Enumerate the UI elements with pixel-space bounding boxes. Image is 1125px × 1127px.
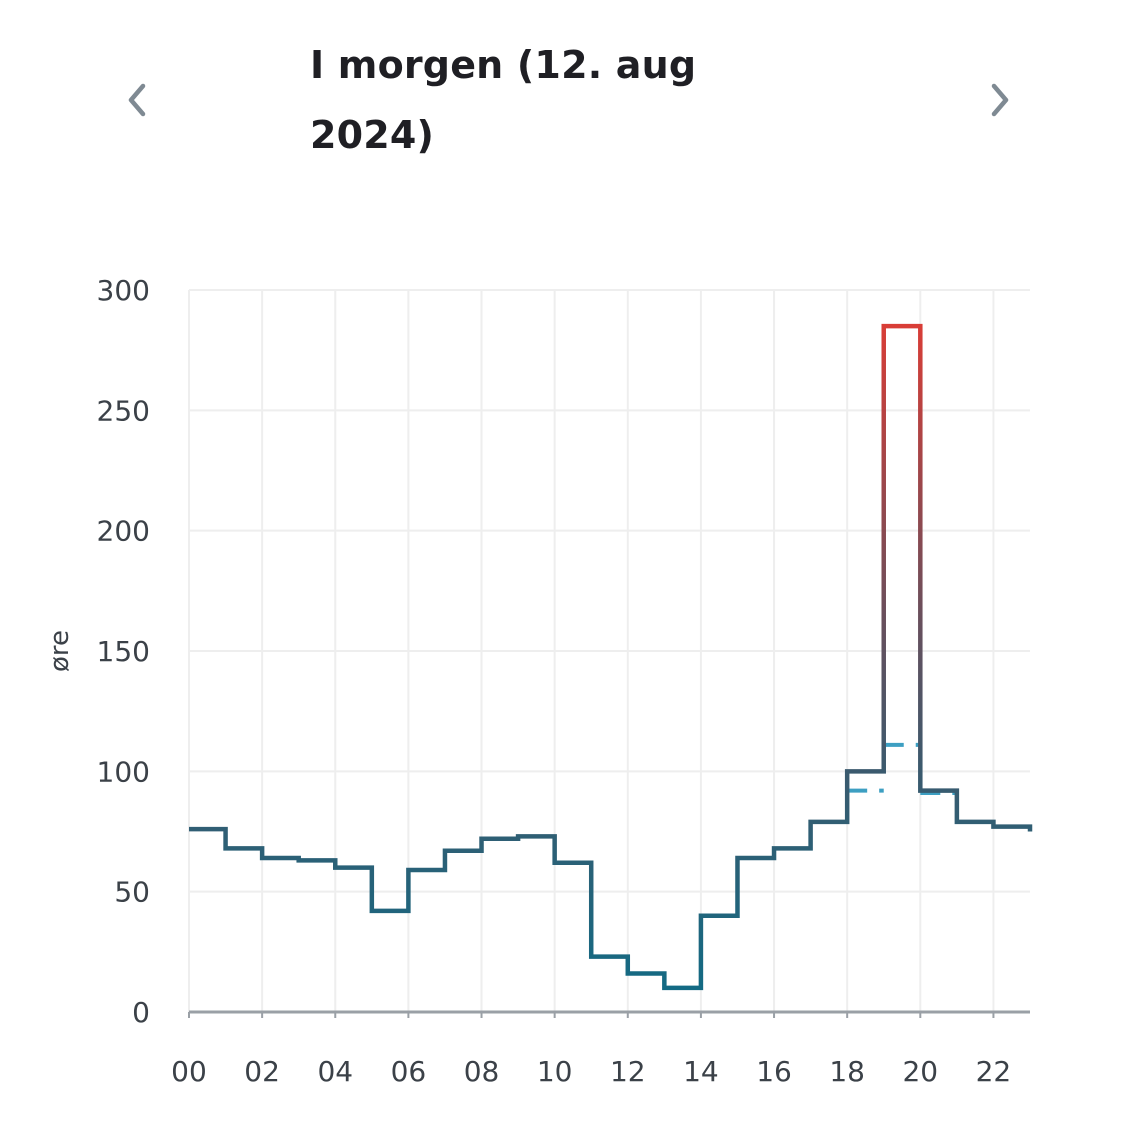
x-tick-label: 12	[610, 1055, 646, 1088]
x-tick-label: 06	[391, 1055, 427, 1088]
data-point	[570, 860, 576, 866]
data-point	[424, 867, 430, 873]
x-tick-label: 02	[244, 1055, 280, 1088]
data-point	[497, 836, 503, 842]
data-point	[351, 865, 357, 871]
y-tick-label: 150	[97, 635, 150, 668]
data-point	[241, 845, 247, 851]
data-point	[533, 833, 539, 839]
chevron-left-icon	[128, 83, 146, 117]
y-tick-label: 300	[97, 274, 150, 307]
data-point	[460, 848, 466, 854]
data-point	[643, 970, 649, 976]
y-tick-label: 200	[97, 515, 150, 548]
chart-axes	[188, 290, 1030, 1018]
data-point	[277, 855, 283, 861]
data-point	[1009, 824, 1015, 830]
y-tick-label: 250	[97, 394, 150, 427]
data-point	[826, 819, 832, 825]
data-point	[753, 855, 759, 861]
data-point	[972, 819, 978, 825]
data-point	[314, 857, 320, 863]
x-tick-label: 00	[171, 1055, 207, 1088]
x-tick-label: 14	[683, 1055, 719, 1088]
x-tick-label: 10	[537, 1055, 573, 1088]
x-tick-label: 20	[902, 1055, 938, 1088]
data-point	[862, 768, 868, 774]
price-step-line	[189, 323, 1033, 991]
chevron-right-icon	[991, 83, 1009, 117]
data-point	[789, 845, 795, 851]
data-point	[387, 908, 393, 914]
data-point	[204, 826, 210, 832]
x-tick-label: 18	[829, 1055, 865, 1088]
chart-labels: 0 50 100 150 200 250 300 00 02 04 06 08 10 12 14 16 18 20…	[45, 274, 1011, 1088]
data-point	[1027, 829, 1033, 835]
data-point	[680, 985, 686, 991]
chart-series	[189, 323, 1033, 991]
prev-day-button[interactable]	[108, 70, 168, 130]
data-point	[936, 788, 942, 794]
x-tick-label: 08	[464, 1055, 500, 1088]
x-tick-label: 22	[976, 1055, 1012, 1088]
y-tick-label: 100	[97, 755, 150, 788]
chart-grid	[189, 289, 1030, 1012]
data-point	[899, 323, 905, 329]
y-axis-title: øre	[45, 630, 75, 672]
data-point	[716, 913, 722, 919]
x-tick-label: 16	[756, 1055, 792, 1088]
y-tick-label: 50	[114, 876, 150, 909]
page-title: I morgen (12. aug 2024)	[310, 43, 697, 157]
y-tick-label: 0	[132, 996, 150, 1029]
next-day-button[interactable]	[969, 70, 1029, 130]
data-point	[607, 954, 613, 960]
x-tick-label: 04	[317, 1055, 353, 1088]
chart-dashed-marks	[847, 742, 957, 795]
